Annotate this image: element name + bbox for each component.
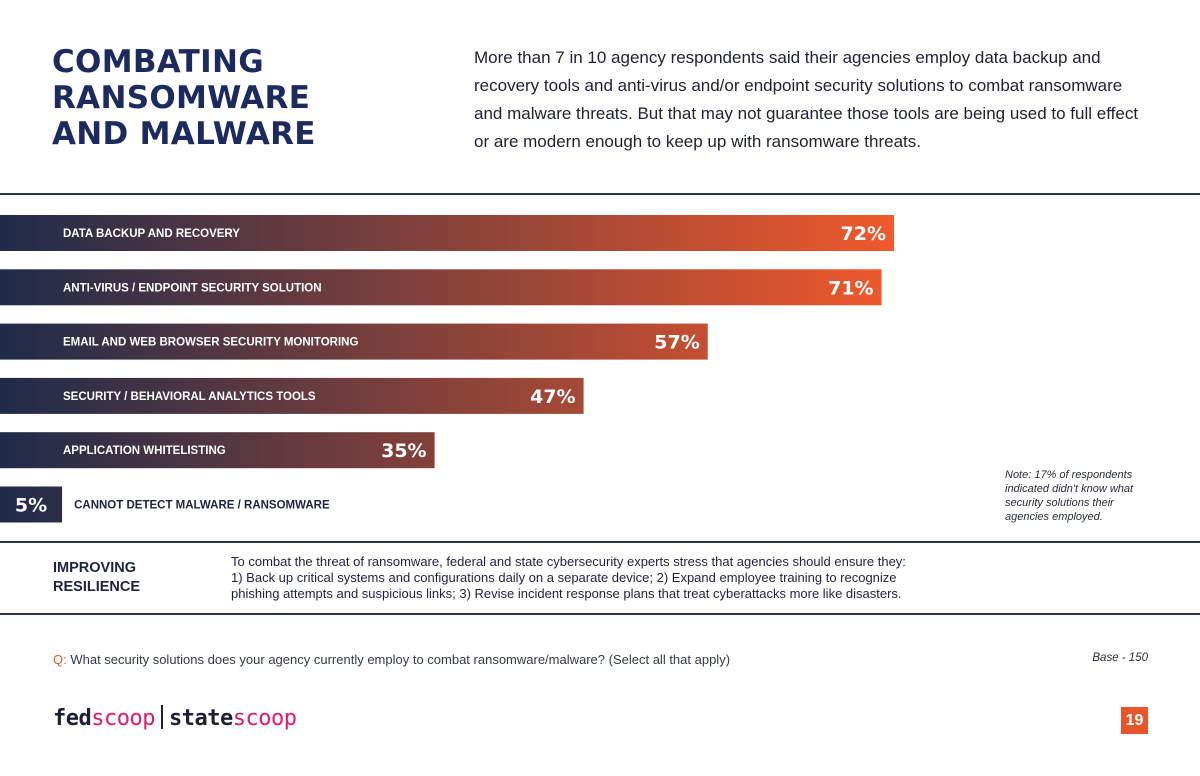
survey-question: Q: What security solutions does your age… (53, 652, 730, 667)
bar (0, 269, 882, 306)
bar (0, 215, 894, 251)
bar-value-label: 47% (530, 386, 575, 408)
logo-scoop: scoop (232, 706, 297, 731)
divider-resilience-bottom (0, 613, 1200, 615)
resilience-line: 1) Back up critical systems and configur… (231, 570, 897, 585)
bar-value-label: 71% (828, 277, 873, 299)
bar-value-label: 35% (381, 440, 426, 462)
bar-category-label: APPLICATION WHITELISTING (63, 445, 226, 457)
title-line: RANSOMWARE (52, 80, 311, 116)
title-line: AND MALWARE (52, 116, 316, 152)
page-number: 19 (1121, 707, 1148, 734)
bar-category-label: SECURITY / BEHAVIORAL ANALYTICS TOOLS (63, 391, 316, 403)
resilience-line: To combat the threat of ransomware, fede… (231, 554, 906, 569)
sample-base: Base - 150 (1092, 652, 1148, 664)
bar-value-label: 72% (841, 223, 886, 245)
bar (0, 486, 63, 523)
resilience-heading-line: RESILIENCE (53, 579, 141, 595)
question-prefix: Q: (53, 652, 67, 667)
resilience-heading-line: IMPROVING (53, 560, 136, 576)
bar-value-label: 5% (15, 495, 47, 517)
bar (0, 432, 435, 469)
logo-scoop: scoop (91, 706, 155, 731)
title-line: COMBATING (52, 44, 264, 80)
bar-category-label: EMAIL AND WEB BROWSER SECURITY MONITORIN… (63, 337, 358, 349)
resilience-text: To combat the threat of ransomware, fede… (231, 554, 971, 602)
bar-value-label: 57% (654, 332, 699, 354)
divider-resilience-top (0, 541, 1200, 543)
bar-category-label: DATA BACKUP AND RECOVERY (63, 228, 240, 240)
bar-category-label: CANNOT DETECT MALWARE / RANSOMWARE (74, 500, 330, 512)
bar-category-label: ANTI-VIRUS / ENDPOINT SECURITY SOLUTION (63, 282, 322, 294)
publisher-logo: fedscoop statescoop (53, 704, 297, 734)
bar (0, 377, 584, 414)
logo-separator (160, 705, 163, 729)
bar-chart: 72% DATA BACKUP AND RECOVERY 71% ANTI-VIRUS… (0, 215, 894, 523)
chart-note: Note: 17% of respondents indicated didn'… (1005, 469, 1134, 523)
divider-top (0, 193, 1200, 195)
logo-state: state (168, 706, 233, 731)
intro-paragraph: More than 7 in 10 agency respondents sai… (474, 48, 1139, 151)
resilience-heading: IMPROVING RESILIENCE (53, 559, 203, 597)
page-title: COMBATING RANSOMWARE AND MALWARE (52, 44, 382, 152)
question-text: What security solutions does your agency… (66, 652, 731, 667)
bar (0, 323, 708, 360)
resilience-line: phishing attempts and suspicious links; … (231, 586, 902, 601)
logo-fed: fed (53, 706, 92, 731)
